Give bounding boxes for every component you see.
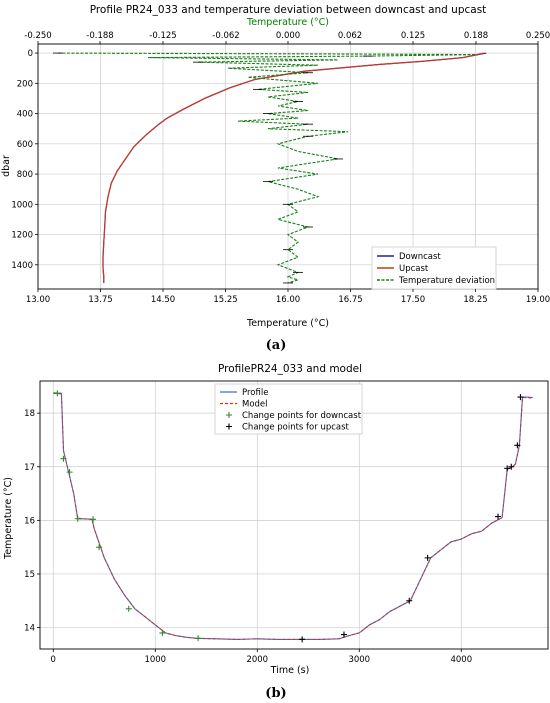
chart-a-xtick-label: 16.75 [338, 295, 362, 305]
chart-a-top-xtick-label: -0.062 [212, 31, 239, 41]
chart-a-xtick-label: 19.00 [526, 295, 550, 305]
chart-b-series-model [53, 392, 533, 640]
chart-b-ytick-label: 15 [24, 570, 35, 580]
chart-b-downcast-change-point [125, 605, 132, 612]
chart-b-downcast-change-point [60, 455, 67, 462]
chart-a-xtick-label: 15.25 [213, 295, 237, 305]
chart-b-legend-swatch [226, 412, 232, 418]
chart-a: Profile PR24_033 and temperature deviati… [1, 4, 550, 329]
chart-b-downcast-change-point [159, 629, 166, 636]
chart-b-ylabel: Temperature (°C) [3, 477, 14, 560]
chart-b-legend-swatch [226, 423, 232, 430]
chart-b-xtick-label: 3000 [348, 655, 370, 665]
chart-b-ytick-label: 14 [24, 624, 35, 634]
chart-a-ytick-label: 1200 [11, 231, 33, 241]
chart-a-series-upcast [102, 52, 484, 283]
chart-a-legend-label: Upcast [399, 264, 429, 274]
chart-b-upcast-change-point [406, 597, 413, 604]
chart-a-xtick-label: 13.75 [88, 295, 112, 305]
chart-a-series-temperature-deviation [57, 52, 479, 284]
panel-label-b: (b) [265, 686, 286, 701]
chart-a-top-xtick-label: 0.125 [401, 31, 425, 41]
chart-a-title: Profile PR24_033 and temperature deviati… [90, 4, 487, 16]
chart-a-ytick-label: 200 [17, 79, 33, 89]
chart-b-downcast-change-point [90, 516, 97, 523]
panel-label-a: (a) [266, 338, 287, 353]
chart-a-xtick-label: 14.50 [151, 295, 175, 305]
chart-b-xtick-label: 2000 [246, 655, 268, 665]
chart-b-upcast-change-point [495, 513, 502, 520]
chart-b-legend-label: Change points for downcast [242, 411, 362, 421]
chart-b-upcast-change-point [340, 631, 347, 638]
chart-b-xtick-label: 1000 [144, 655, 166, 665]
chart-b-xlabel: Time (s) [270, 665, 310, 676]
chart-b-upcast-change-point [504, 465, 511, 472]
chart-b-upcast-change-point [514, 442, 521, 449]
chart-b-downcast-change-point [54, 390, 61, 397]
chart-a-xlabel: Temperature (°C) [246, 318, 329, 329]
chart-b-ytick-label: 17 [24, 463, 35, 473]
chart-b-downcast-change-point [96, 544, 103, 551]
chart-a-top-xtick-label: -0.125 [149, 31, 176, 41]
chart-a-xtick-label: 13.00 [26, 295, 50, 305]
chart-a-legend-label: Temperature deviation [398, 276, 495, 286]
chart-b-legend-label: Change points for upcast [242, 423, 350, 433]
chart-a-xtick-label: 17.50 [401, 295, 425, 305]
chart-b-legend-label: Profile [242, 388, 268, 398]
chart-a-grid [37, 44, 539, 289]
chart-a-ytick-label: 1000 [11, 200, 33, 210]
chart-b-upcast-change-point [517, 394, 524, 401]
chart-a-xtick-label: 18.25 [463, 295, 487, 305]
chart-b-legend-box [214, 383, 363, 435]
chart-b-plot-area [39, 380, 549, 650]
chart-a-ytick-label: 600 [17, 140, 33, 150]
chart-b-ytick-label: 16 [24, 516, 35, 526]
chart-a-top-xtick-label: -0.250 [24, 31, 51, 41]
chart-b-ytick-label: 18 [24, 409, 35, 419]
chart-a-top-xtick-label: 0.062 [338, 31, 362, 41]
chart-b-legend-label: Model [242, 400, 268, 410]
chart-a-top-xlabel: Temperature (°C) [246, 17, 329, 28]
chart-a-legend-label: Downcast [399, 252, 441, 262]
chart-b-downcast-change-point [66, 469, 73, 476]
chart-b-upcast-change-point [299, 636, 306, 643]
chart-a-top-xtick-label: 0.188 [464, 31, 488, 41]
chart-a-top-xtick-label: 0.250 [526, 31, 550, 41]
chart-a-ytick-label: 400 [17, 110, 33, 120]
chart-b-xtick-label: 0 [51, 655, 56, 665]
chart-b-upcast-change-point [508, 463, 515, 470]
chart-b: ProfilePR24_033 and model Time (s) Tempe… [3, 363, 549, 676]
chart-a-ylabel: dbar [1, 155, 12, 177]
chart-a-ytick-label: 800 [17, 170, 33, 180]
chart-a-legend: Downcast Upcast Temperature deviation [371, 246, 497, 290]
chart-a-top-xtick-label: 0.000 [276, 31, 300, 41]
chart-a-xtick-label: 16.00 [276, 295, 300, 305]
chart-b-upcast-change-point [424, 554, 431, 561]
chart-b-downcast-change-point [74, 515, 81, 522]
chart-b-title: ProfilePR24_033 and model [218, 363, 362, 375]
chart-b-xtick-label: 4000 [450, 655, 472, 665]
chart-a-ytick-label: 0 [28, 49, 33, 59]
chart-b-downcast-change-point [195, 635, 202, 642]
chart-a-ytick-label: 1400 [11, 261, 33, 271]
chart-a-top-xtick-label: -0.188 [86, 31, 113, 41]
